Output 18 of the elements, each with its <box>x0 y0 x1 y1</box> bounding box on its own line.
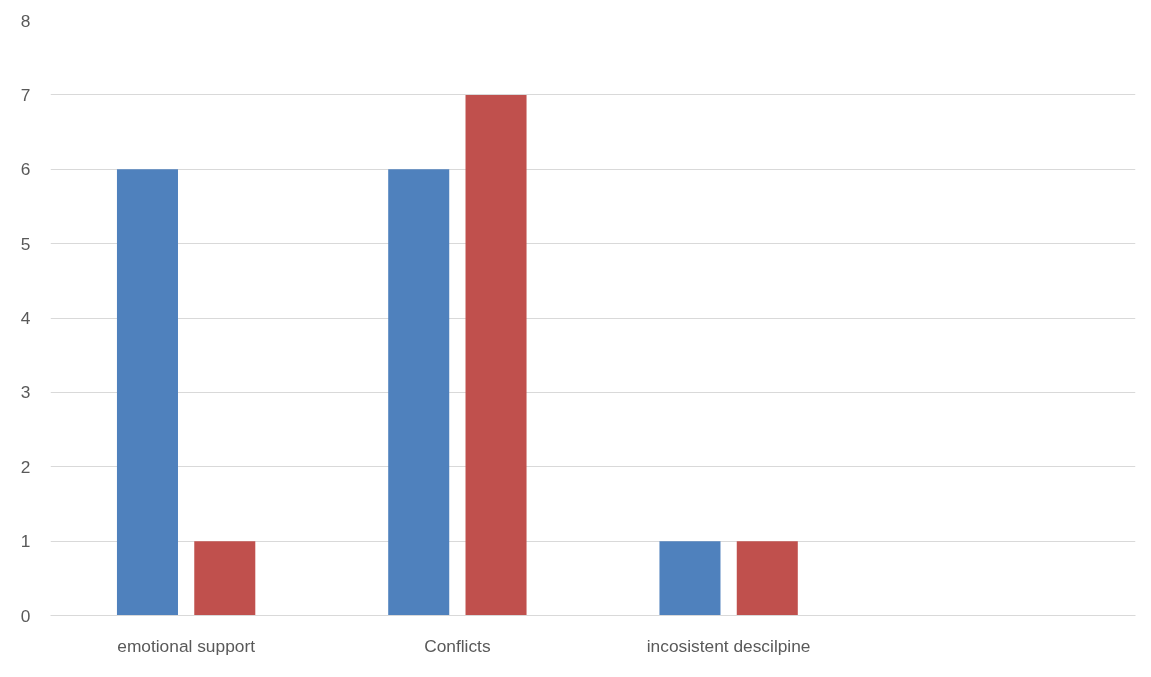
y-tick-label: 2 <box>20 456 31 477</box>
y-tick-label: 3 <box>20 382 31 403</box>
bar <box>116 169 178 616</box>
bar <box>465 94 527 616</box>
y-tick-label: 7 <box>20 84 31 105</box>
y-tick-label: 4 <box>20 308 31 328</box>
x-tick-label: Conflicts <box>424 635 491 656</box>
y-tick-label: 1 <box>20 531 31 552</box>
bar <box>659 541 721 616</box>
y-tick-label: 6 <box>20 159 31 180</box>
x-tick-label: emotional support <box>117 635 256 656</box>
y-tick-label: 0 <box>20 605 31 626</box>
x-tick-label: incosistent descilpine <box>646 635 811 656</box>
y-tick-label: 5 <box>20 233 31 254</box>
bar <box>736 541 798 616</box>
bar <box>194 541 256 616</box>
bar <box>388 169 450 616</box>
y-tick-label: 8 <box>20 10 31 31</box>
